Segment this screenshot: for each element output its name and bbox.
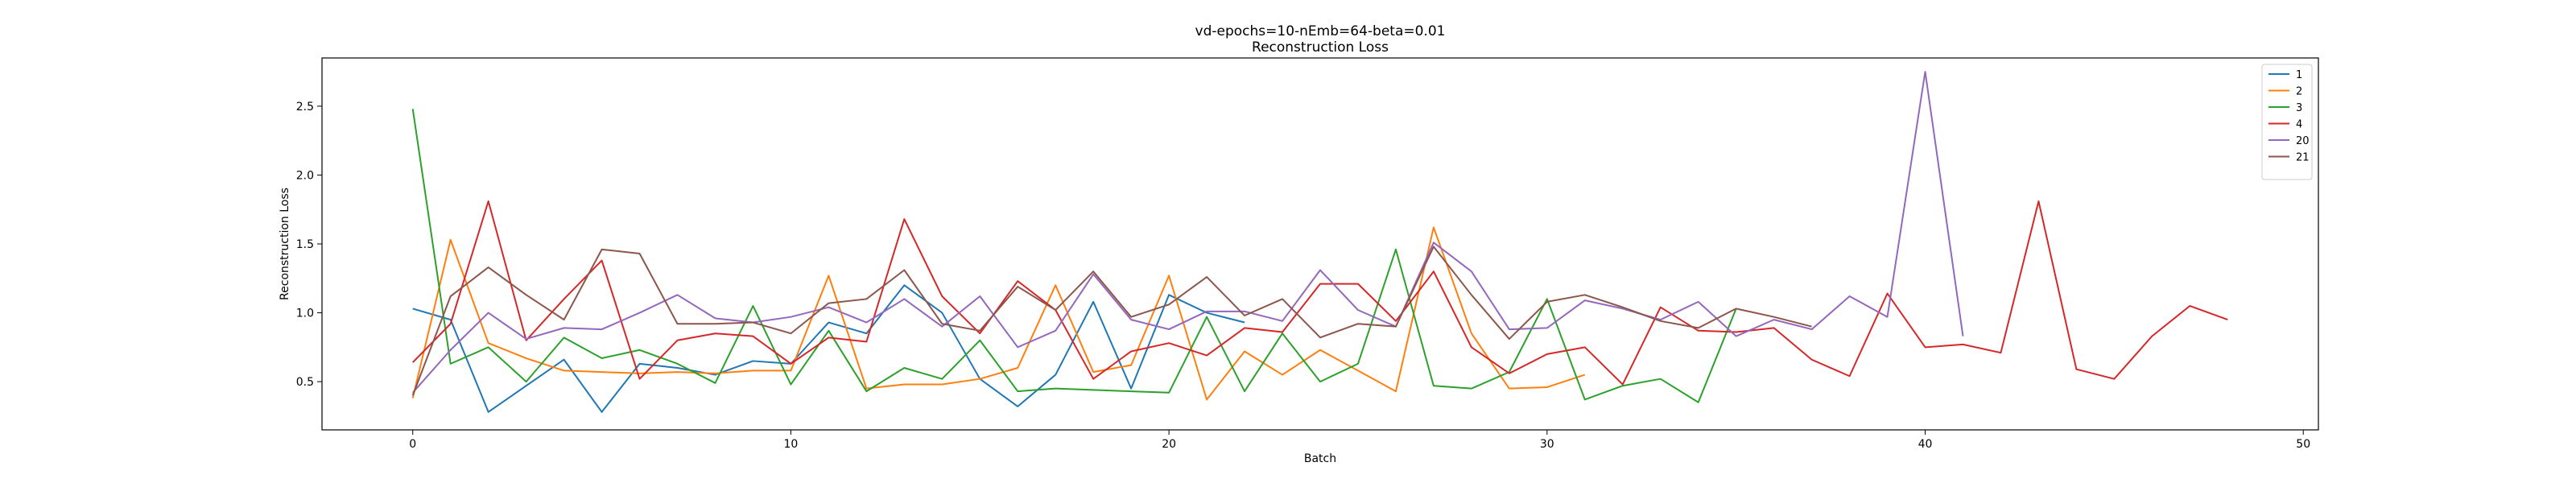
x-axis-ticks: 0 10 20 30 40 50 <box>409 430 2310 451</box>
y-axis-label: Reconstruction Loss <box>279 188 291 300</box>
x-tick-label: 10 <box>784 438 799 451</box>
x-tick-label: 40 <box>1918 438 1933 451</box>
y-tick-label: 0.5 <box>296 376 314 389</box>
legend-label-20: 20 <box>2296 135 2310 147</box>
chart-title: vd-epochs=10-nEmb=64-beta=0.01 <box>1195 23 1446 39</box>
series-line-1 <box>412 284 1245 413</box>
series-line-21 <box>411 246 1812 396</box>
y-axis-ticks: 0.5 1.0 1.5 2.0 2.5 <box>296 101 322 389</box>
plot-area <box>411 71 2228 413</box>
y-tick-label: 1.5 <box>296 238 314 251</box>
legend: 1 2 3 4 20 21 <box>2261 64 2313 180</box>
series-line-20 <box>411 71 1964 394</box>
series-line-2 <box>411 226 1586 401</box>
legend-label-21: 21 <box>2296 152 2310 164</box>
series-line-4 <box>412 200 2228 386</box>
x-tick-label: 30 <box>1540 438 1554 451</box>
y-tick-label: 2.0 <box>296 169 314 182</box>
series-line-3 <box>411 109 1737 403</box>
x-tick-label: 0 <box>409 438 416 451</box>
legend-label-3: 3 <box>2296 102 2302 114</box>
x-axis-label: Batch <box>1304 452 1336 465</box>
legend-label-2: 2 <box>2296 86 2302 98</box>
y-tick-label: 2.5 <box>296 101 314 114</box>
legend-box <box>2261 64 2313 180</box>
x-tick-label: 50 <box>2296 438 2310 451</box>
y-tick-label: 1.0 <box>296 308 314 320</box>
x-tick-label: 20 <box>1162 438 1176 451</box>
chart-subtitle: Reconstruction Loss <box>1252 39 1389 56</box>
legend-label-4: 4 <box>2296 119 2302 131</box>
legend-label-1: 1 <box>2296 69 2302 81</box>
